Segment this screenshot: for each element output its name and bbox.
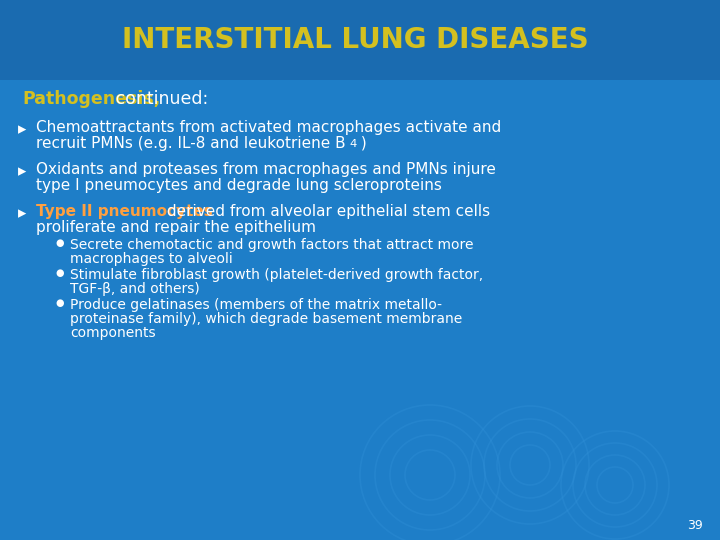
- Text: Chemoattractants from activated macrophages activate and: Chemoattractants from activated macropha…: [36, 120, 501, 135]
- Text: 4: 4: [349, 139, 356, 149]
- Text: Type II pneumocytes: Type II pneumocytes: [36, 204, 212, 219]
- Text: ▸: ▸: [18, 204, 27, 222]
- Text: components: components: [70, 326, 156, 340]
- Text: ●: ●: [55, 268, 63, 278]
- Text: TGF-β, and others): TGF-β, and others): [70, 282, 199, 296]
- Text: Stimulate fibroblast growth (platelet-derived growth factor,: Stimulate fibroblast growth (platelet-de…: [70, 268, 483, 282]
- Text: continued:: continued:: [110, 90, 208, 108]
- Text: derived from alveolar epithelial stem cells: derived from alveolar epithelial stem ce…: [162, 204, 490, 219]
- Text: ●: ●: [55, 238, 63, 248]
- Text: INTERSTITIAL LUNG DISEASES: INTERSTITIAL LUNG DISEASES: [122, 26, 588, 54]
- Text: recruit PMNs (e.g. IL-8 and leukotriene B: recruit PMNs (e.g. IL-8 and leukotriene …: [36, 136, 346, 151]
- Text: ): ): [356, 136, 366, 151]
- Text: type I pneumocytes and degrade lung scleroproteins: type I pneumocytes and degrade lung scle…: [36, 178, 442, 193]
- Text: Secrete chemotactic and growth factors that attract more: Secrete chemotactic and growth factors t…: [70, 238, 474, 252]
- FancyBboxPatch shape: [0, 0, 720, 80]
- Text: ▸: ▸: [18, 120, 27, 138]
- Text: Produce gelatinases (members of the matrix metallo-: Produce gelatinases (members of the matr…: [70, 298, 442, 312]
- Text: ●: ●: [55, 298, 63, 308]
- Text: 39: 39: [688, 519, 703, 532]
- Text: Oxidants and proteases from macrophages and PMNs injure: Oxidants and proteases from macrophages …: [36, 162, 496, 177]
- Text: macrophages to alveoli: macrophages to alveoli: [70, 252, 233, 266]
- Text: ▸: ▸: [18, 162, 27, 180]
- Text: Pathogenesis,: Pathogenesis,: [22, 90, 161, 108]
- Text: proteinase family), which degrade basement membrane: proteinase family), which degrade baseme…: [70, 312, 462, 326]
- Text: proliferate and repair the epithelium: proliferate and repair the epithelium: [36, 220, 316, 235]
